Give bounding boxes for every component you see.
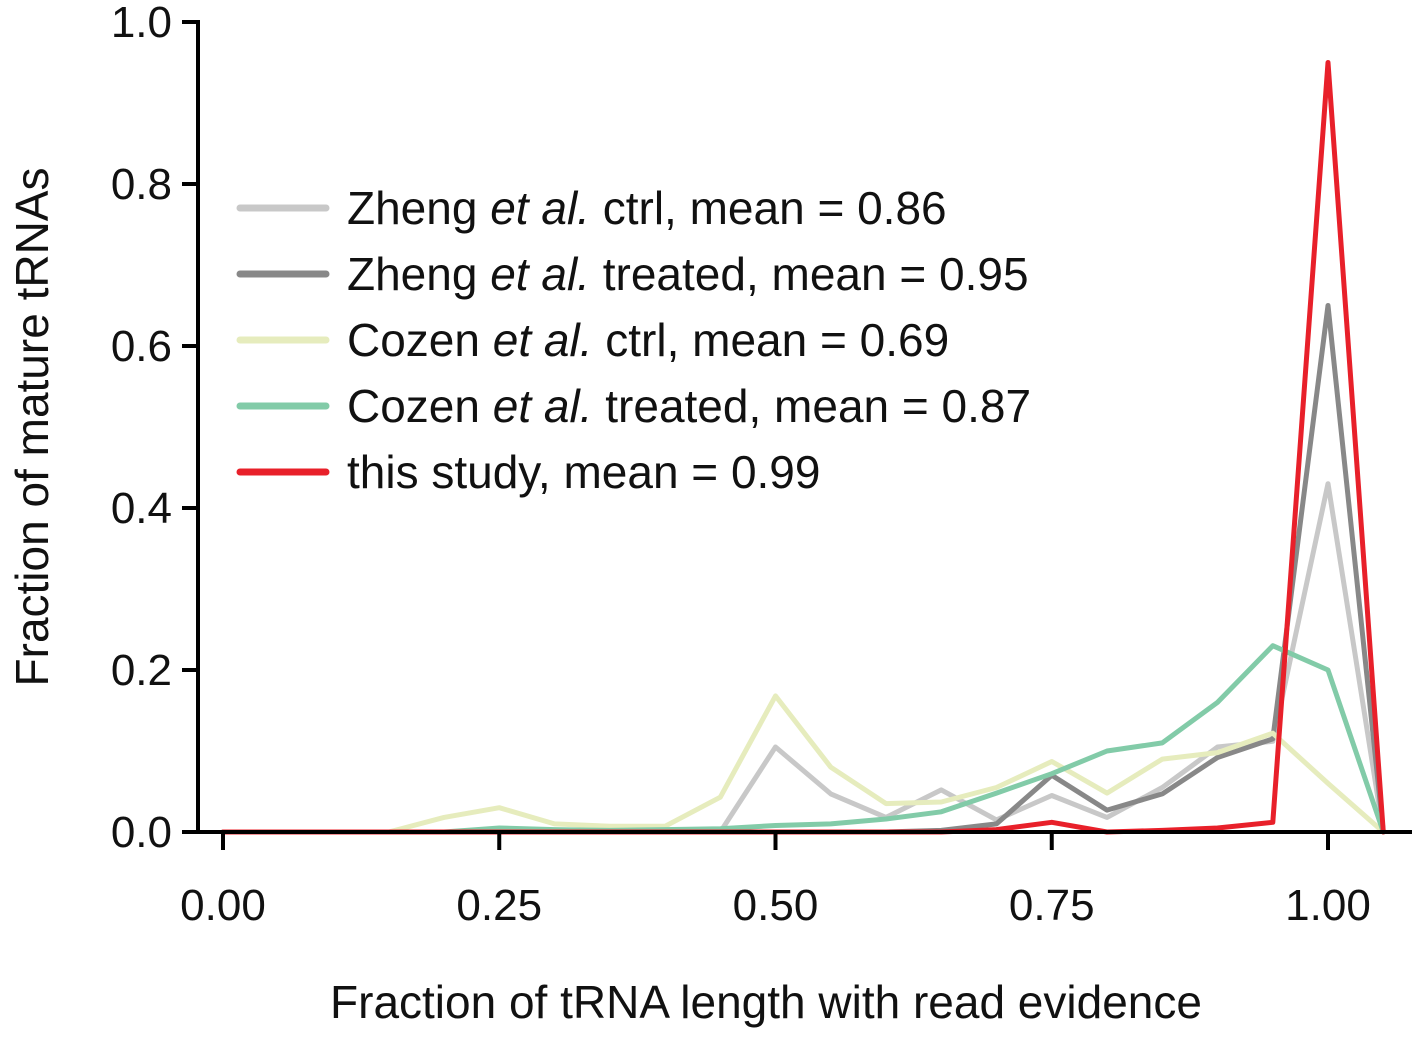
legend-label: Cozen et al. treated, mean = 0.87 (347, 380, 1031, 432)
y-tick-label: 1.0 (111, 0, 172, 47)
legend-label-part: ctrl, mean = 0.69 (592, 314, 949, 366)
x-tick-label: 0.00 (180, 881, 266, 930)
legend-label-part: Zheng (347, 182, 490, 234)
x-axis-title: Fraction of tRNA length with read eviden… (330, 976, 1202, 1028)
y-tick-label: 0.4 (111, 484, 172, 533)
x-tick-label: 1.00 (1285, 881, 1371, 930)
series-line-3 (220, 643, 1386, 835)
legend-label-part: et al. (490, 248, 590, 300)
y-axis-title: Fraction of mature tRNAs (6, 168, 58, 687)
axes (196, 20, 1412, 834)
x-tick-label: 0.75 (1009, 881, 1095, 930)
series-line-0 (220, 481, 1386, 835)
legend-label-part: et al. (490, 182, 590, 234)
y-tick-label: 0.0 (111, 808, 172, 857)
legend-label: Cozen et al. ctrl, mean = 0.69 (347, 314, 949, 366)
y-tick-label: 0.8 (111, 160, 172, 209)
legend-label: Zheng et al. ctrl, mean = 0.86 (347, 182, 947, 234)
legend-label-part: treated, mean = 0.95 (590, 248, 1029, 300)
x-tick-label: 0.50 (733, 881, 819, 930)
series-line-2 (220, 693, 1386, 835)
ticks: 0.0 0.2 0.4 0.6 0.8 1.0 0.00 0.25 0.50 0.75 1.00 (111, 0, 1371, 930)
legend-label-part: this study, mean = 0.99 (347, 446, 820, 498)
x-tick-label: 0.25 (456, 881, 542, 930)
y-tick-label: 0.2 (111, 646, 172, 695)
legend-label-part: Cozen (347, 314, 493, 366)
legend-label: Zheng et al. treated, mean = 0.95 (347, 248, 1029, 300)
legend-label: this study, mean = 0.99 (347, 446, 820, 498)
legend-label-part: ctrl, mean = 0.86 (590, 182, 947, 234)
legend-label-part: treated, mean = 0.87 (592, 380, 1031, 432)
y-tick-label: 0.6 (111, 322, 172, 371)
legend-label-part: Zheng (347, 248, 490, 300)
legend-label-part: et al. (493, 380, 593, 432)
legend-label-part: et al. (493, 314, 593, 366)
legend-label-part: Cozen (347, 380, 493, 432)
